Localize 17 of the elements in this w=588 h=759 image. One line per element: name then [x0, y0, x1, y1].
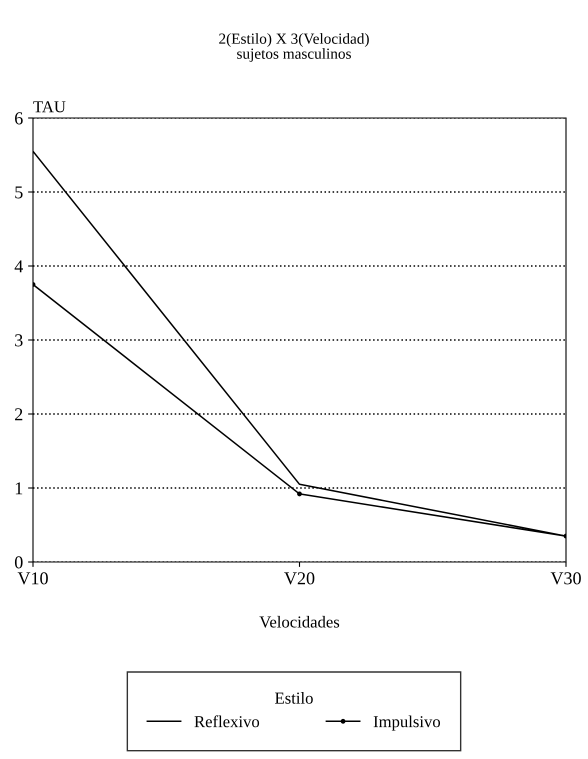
chart-subtitle: sujetos masculinos	[237, 48, 351, 62]
y-tick-label: 6	[15, 112, 23, 124]
y-axis-title: TAU	[33, 101, 66, 112]
y-tick-label: 1	[16, 482, 22, 494]
legend-label: Impulsivo	[374, 716, 440, 731]
x-axis-title: Velocidades	[259, 616, 340, 628]
x-tick-label: V30	[550, 572, 581, 585]
legend-label: Reflexivo	[194, 715, 260, 728]
y-tick-label: 3	[15, 334, 23, 346]
chart-title: 2(Estilo) X 3(Velocidad)	[219, 33, 369, 47]
y-tick-label: 2	[15, 408, 22, 420]
y-tick-label: 4	[14, 260, 23, 272]
x-tick-label: V20	[284, 572, 314, 585]
legend-title: Estilo	[275, 692, 313, 704]
y-tick-label: 5	[15, 186, 23, 198]
x-tick-label: V10	[18, 572, 48, 585]
y-tick-label: 0	[14, 556, 23, 568]
